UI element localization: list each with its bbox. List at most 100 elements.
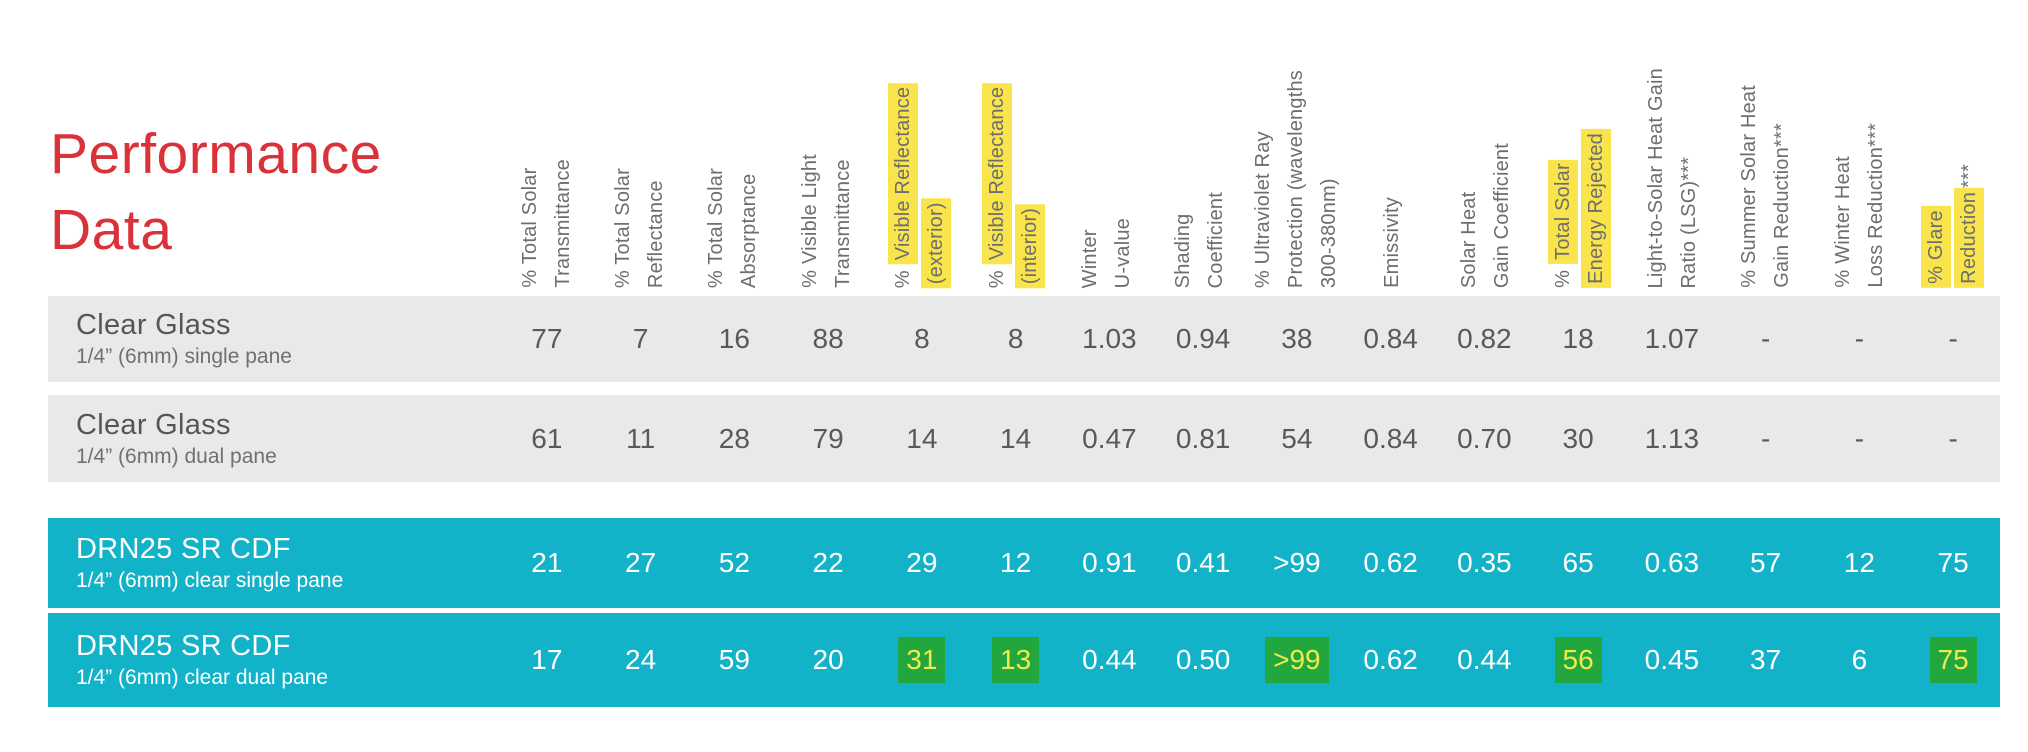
row-product-name: DRN25 SR CDF (76, 630, 500, 663)
performance-data-sheet: Performance Data % Total Solar Transmitt… (0, 0, 2028, 752)
yellow-highlight: Total Solar (1548, 160, 1578, 265)
col-header-winter-u-value: Winter U-value (1060, 0, 1153, 296)
col-header-visible-reflectance-interior: % Visible Reflectance (interior) (967, 0, 1060, 296)
value-cell: 54 (1250, 395, 1344, 482)
table-row-drn25-clear-single-pane: DRN25 SR CDF 1/4” (6mm) clear single pan… (48, 518, 2000, 608)
col-header-visible-reflectance-exterior: % Visible Reflectance (exterior) (874, 0, 967, 296)
value-cell: 0.47 (1063, 395, 1157, 482)
yellow-highlight: Visible Reflectance (888, 83, 918, 265)
value-cell: 14 (969, 395, 1063, 482)
col-header-total-solar-absorptance: % Total Solar Absorptance (687, 0, 780, 296)
value-cell: 0.70 (1438, 395, 1532, 482)
col-header-uv-protection: % Ultraviolet Ray Protection (wavelength… (1247, 0, 1346, 296)
value-cell: 1.13 (1625, 395, 1719, 482)
value-cell: - (1813, 296, 1907, 382)
table-header-row: % Total Solar Transmittance % Total Sola… (48, 0, 2000, 296)
row-label: Clear Glass 1/4” (6mm) dual pane (48, 395, 500, 482)
header-line: Gain Coefficient (1486, 143, 1519, 288)
value-cell: 38 (1250, 296, 1344, 382)
col-header-total-solar-transmittance: % Total Solar Transmittance (500, 0, 593, 296)
header-line: Coefficient (1200, 192, 1233, 288)
header-line: Shading (1167, 192, 1200, 288)
value-cell: 14 (875, 395, 969, 482)
header-line: % Total Solar (1547, 129, 1580, 288)
col-header-winter-heat-loss-reduction: % Winter Heat Loss Reduction*** (1813, 0, 1906, 296)
value-cell: >99 (1250, 518, 1344, 608)
header-line: Protection (wavelengths (1280, 70, 1313, 288)
header-line: Transmittance (547, 159, 580, 288)
value-cell: 1.03 (1063, 296, 1157, 382)
header-line: % Summer Solar Heat (1733, 85, 1766, 288)
value-cell: 21 (500, 518, 594, 608)
row-label: DRN25 SR CDF 1/4” (6mm) clear single pan… (48, 518, 500, 608)
green-highlight: 56 (1555, 637, 1602, 683)
header-line: % Winter Heat (1827, 123, 1860, 288)
value-cell: 27 (594, 518, 688, 608)
value-cell: 1.07 (1625, 296, 1719, 382)
header-line: % Visible Light (794, 154, 827, 288)
value-cell: 0.44 (1063, 613, 1157, 707)
value-cell: 61 (500, 395, 594, 482)
value-cell: 0.91 (1063, 518, 1157, 608)
row-product-name: Clear Glass (76, 409, 500, 442)
row-product-name: Clear Glass (76, 309, 500, 342)
col-header-glare-reduction: % Glare Reduction*** (1907, 0, 2000, 296)
col-header-total-solar-reflectance: % Total Solar Reflectance (593, 0, 686, 296)
header-line: Ratio (LSG)*** (1673, 68, 1706, 288)
value-cell: 57 (1719, 518, 1813, 608)
value-cell: 16 (688, 296, 782, 382)
value-cell: 0.62 (1344, 518, 1438, 608)
header-line: 300-380nm) (1313, 70, 1346, 288)
value-cell-highlighted: 13 (969, 613, 1063, 707)
value-cell-highlighted: >99 (1250, 613, 1344, 707)
value-cell: 8 (969, 296, 1063, 382)
col-header-emissivity: Emissivity (1346, 0, 1439, 296)
value-cell: 0.35 (1438, 518, 1532, 608)
performance-table: % Total Solar Transmittance % Total Sola… (48, 0, 2000, 707)
value-cell: 75 (1906, 518, 2000, 608)
value-cell: 30 (1531, 395, 1625, 482)
value-cell: 0.82 (1438, 296, 1532, 382)
value-cell: 0.62 (1344, 613, 1438, 707)
value-cell: 0.63 (1625, 518, 1719, 608)
value-cell: 12 (1813, 518, 1907, 608)
header-line: Gain Reduction*** (1766, 85, 1799, 288)
table-row-drn25-clear-dual-pane: DRN25 SR CDF 1/4” (6mm) clear dual pane … (48, 613, 2000, 707)
green-highlight: >99 (1265, 637, 1329, 683)
col-header-visible-light-transmittance: % Visible Light Transmittance (780, 0, 873, 296)
value-cell: 24 (594, 613, 688, 707)
header-line: % Total Solar (607, 168, 640, 288)
col-header-solar-heat-gain-coefficient: Solar Heat Gain Coefficient (1440, 0, 1533, 296)
value-cell: 18 (1531, 296, 1625, 382)
value-cell: 0.41 (1156, 518, 1250, 608)
green-highlight: 13 (992, 637, 1039, 683)
col-header-shading-coefficient: Shading Coefficient (1154, 0, 1247, 296)
header-line: Reduction*** (1953, 164, 1986, 288)
row-product-desc: 1/4” (6mm) clear dual pane (76, 666, 500, 690)
value-cell: 7 (594, 296, 688, 382)
yellow-highlight: Energy Rejected (1581, 129, 1611, 288)
green-highlight: 31 (898, 637, 945, 683)
header-line: Solar Heat (1453, 143, 1486, 288)
value-cell: 0.45 (1625, 613, 1719, 707)
value-cell: 22 (781, 518, 875, 608)
value-cell: - (1719, 296, 1813, 382)
header-line: Winter (1074, 218, 1107, 288)
value-cell: 37 (1719, 613, 1813, 707)
row-product-desc: 1/4” (6mm) dual pane (76, 445, 500, 469)
value-cell: 20 (781, 613, 875, 707)
header-line: (exterior) (920, 83, 953, 288)
yellow-highlight: Visible Reflectance (982, 83, 1012, 265)
row-product-desc: 1/4” (6mm) single pane (76, 345, 500, 369)
value-cell-highlighted: 75 (1906, 613, 2000, 707)
value-cell: 0.81 (1156, 395, 1250, 482)
yellow-highlight: (interior) (1015, 204, 1045, 288)
header-line: (interior) (1014, 83, 1047, 288)
header-spacer (48, 0, 500, 296)
header-line: % Glare (1920, 164, 1953, 288)
table-row-clear-glass-dual-pane: Clear Glass 1/4” (6mm) dual pane 61 11 2… (48, 395, 2000, 482)
value-cell-highlighted: 56 (1531, 613, 1625, 707)
value-cell: 52 (688, 518, 782, 608)
value-cell: 11 (594, 395, 688, 482)
row-product-name: DRN25 SR CDF (76, 533, 500, 566)
